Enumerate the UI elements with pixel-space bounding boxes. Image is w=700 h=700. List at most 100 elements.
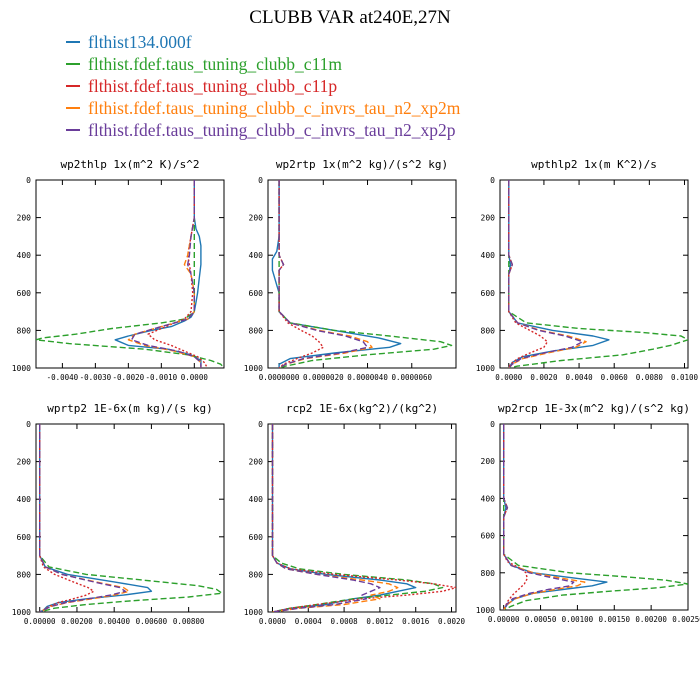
series-line-0 xyxy=(271,180,402,368)
series-line-1 xyxy=(39,424,223,612)
series-line-0 xyxy=(271,424,417,612)
x-tick-label: 0.00050 xyxy=(525,615,557,624)
chart-panel: wp2rtp 1x(m^2 kg)/(s^2 kg) 0 200 400 600 800 1… xyxy=(244,158,457,382)
series-line-4 xyxy=(39,424,127,612)
legend-entry: flthist.fdef.taus_tuning_clubb_c11m xyxy=(66,53,460,75)
panel-title: wp2rtp 1x(m^2 kg)/(s^2 kg) xyxy=(276,158,448,171)
figure-title: CLUBB VAR at240E,27N xyxy=(249,7,451,28)
series-line-0 xyxy=(503,424,608,610)
x-tick-label: 0.00250 xyxy=(672,615,700,624)
y-tick-label: 800 xyxy=(249,570,264,579)
series-line-3 xyxy=(503,424,586,610)
y-tick-label: 800 xyxy=(481,326,496,335)
series-line-4 xyxy=(130,180,202,368)
legend: flthist134.000f flthist.fdef.taus_tuning… xyxy=(66,31,460,141)
y-tick-label: 200 xyxy=(481,214,496,223)
legend-line-icon xyxy=(66,107,80,109)
chart-panel: wpthlp2 1x(m K^2)/s020040060080010000.00… xyxy=(476,158,699,382)
x-tick-label: 0.0000000 xyxy=(259,373,300,382)
y-tick-label: 600 xyxy=(17,289,32,298)
x-tick-label: 0.0000020 xyxy=(303,373,344,382)
series-line-1 xyxy=(271,424,444,612)
y-tick-label: 0 xyxy=(490,420,495,429)
series-line-1 xyxy=(508,180,688,368)
series-line-3 xyxy=(271,424,399,612)
series-line-4 xyxy=(508,180,584,368)
legend-label: flthist.fdef.taus_tuning_clubb_c11m xyxy=(88,53,343,74)
x-tick-label: 0.00400 xyxy=(98,617,130,626)
y-tick-label: 800 xyxy=(481,569,496,578)
x-tick-label: 0.0060 xyxy=(601,373,629,382)
x-tick-label: 0.0100 xyxy=(671,373,699,382)
y-tick-label: 0 xyxy=(490,176,495,185)
chart-panel: wprtp2 1E-6x(m kg)/(s kg) 0 200 400 600 800 10… xyxy=(12,402,225,626)
y-tick-label: 600 xyxy=(17,533,32,542)
y-tick-label: 800 xyxy=(17,570,32,579)
x-tick-label: 0.0020 xyxy=(530,373,558,382)
x-tick-label: 0.0008 xyxy=(331,617,359,626)
plot-frame xyxy=(499,423,689,611)
plot-frame xyxy=(35,179,225,369)
y-tick-label: 200 xyxy=(17,458,32,467)
plot-frame xyxy=(267,179,457,369)
y-tick-label: 200 xyxy=(249,458,264,467)
series-line-0 xyxy=(39,424,153,612)
legend-line-icon xyxy=(66,41,80,43)
x-tick-label: 0.0040 xyxy=(566,373,594,382)
y-tick-label: 1000 xyxy=(476,364,495,373)
y-tick-label: 0 xyxy=(258,176,263,185)
y-tick-label: 400 xyxy=(17,495,32,504)
y-tick-label: 800 xyxy=(17,326,32,335)
x-tick-label: 0.00150 xyxy=(598,615,630,624)
x-tick-label: 0.00800 xyxy=(173,617,205,626)
series-line-2 xyxy=(508,180,549,368)
y-tick-label: 1000 xyxy=(244,364,263,373)
x-tick-label: 0.0016 xyxy=(402,617,430,626)
chart-panel: rcp2 1E-6x(kg^2)/(kg^2) 0 200 400 600 800 1000… xyxy=(244,402,466,626)
y-tick-label: 0 xyxy=(258,420,263,429)
x-tick-label: 0.0004 xyxy=(295,617,323,626)
y-tick-label: 600 xyxy=(249,289,264,298)
y-tick-label: 600 xyxy=(249,533,264,542)
series-line-4 xyxy=(271,424,381,612)
legend-line-icon xyxy=(66,85,80,87)
legend-entry: flthist.fdef.taus_tuning_clubb_c_invrs_t… xyxy=(66,119,460,141)
x-tick-label: 0.00200 xyxy=(61,617,93,626)
series-group xyxy=(271,424,456,612)
y-tick-label: 0 xyxy=(26,420,31,429)
y-tick-label: 1000 xyxy=(12,364,31,373)
legend-label: flthist.fdef.taus_tuning_clubb_c11p xyxy=(88,75,338,96)
legend-entry: flthist.fdef.taus_tuning_clubb_c_invrs_t… xyxy=(66,97,460,119)
legend-line-icon xyxy=(66,129,80,131)
series-line-2 xyxy=(147,180,209,368)
x-tick-label: -0.0030 xyxy=(80,373,112,382)
plot-frame xyxy=(35,423,225,613)
legend-label: flthist.fdef.taus_tuning_clubb_c_invrs_t… xyxy=(88,97,461,118)
y-tick-label: 400 xyxy=(249,495,264,504)
x-tick-label: 0.00000 xyxy=(24,617,56,626)
x-tick-label: 0.00600 xyxy=(136,617,168,626)
x-tick-label: 0.00000 xyxy=(488,615,520,624)
x-tick-label: -0.0040 xyxy=(47,373,79,382)
series-line-2 xyxy=(271,424,456,612)
x-tick-label: 0.00200 xyxy=(635,615,667,624)
series-line-2 xyxy=(503,424,528,610)
x-tick-label: 0.0080 xyxy=(636,373,664,382)
plot-frame xyxy=(267,423,457,613)
legend-line-icon xyxy=(66,63,80,65)
legend-entry: flthist.fdef.taus_tuning_clubb_c11p xyxy=(66,75,460,97)
legend-label: flthist.fdef.taus_tuning_clubb_c_invrs_t… xyxy=(88,119,456,140)
y-tick-label: 600 xyxy=(481,289,496,298)
y-tick-label: 1000 xyxy=(476,606,495,615)
series-group xyxy=(39,424,223,612)
series-line-3 xyxy=(508,180,587,368)
y-tick-label: 0 xyxy=(26,176,31,185)
panel-title: wp2rcp 1E-3x(m^2 kg)/(s^2 kg) xyxy=(498,402,690,415)
x-tick-label: 0.0012 xyxy=(366,617,393,626)
y-tick-label: 1000 xyxy=(12,608,31,617)
series-line-0 xyxy=(508,180,610,368)
x-tick-label: 0.0000 xyxy=(495,373,523,382)
x-tick-label: -0.0010 xyxy=(146,373,178,382)
x-tick-label: 0.0020 xyxy=(438,617,466,626)
